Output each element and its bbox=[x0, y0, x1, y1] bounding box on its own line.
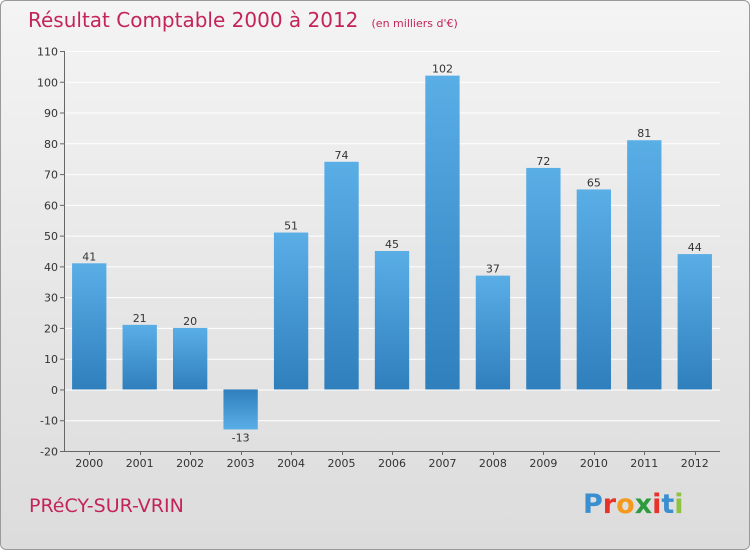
bar-2004[interactable] bbox=[273, 232, 309, 390]
x-tick-label-2010: 2010 bbox=[580, 457, 608, 470]
bar-2000[interactable] bbox=[72, 263, 107, 390]
bar-2003[interactable] bbox=[223, 389, 258, 430]
value-label-2007: 102 bbox=[432, 63, 453, 76]
value-label-2006: 45 bbox=[385, 238, 399, 251]
value-label-2000: 41 bbox=[82, 250, 96, 263]
value-label-2002: 20 bbox=[183, 315, 197, 328]
x-tick-label-2012: 2012 bbox=[681, 457, 709, 470]
y-tick-label: 40 bbox=[44, 261, 58, 274]
x-tick-label-2000: 2000 bbox=[75, 457, 103, 470]
bar-2006[interactable] bbox=[374, 251, 410, 390]
x-tick-label-2005: 2005 bbox=[328, 457, 356, 470]
commune-name: PRéCY-SUR-VRIN bbox=[29, 495, 184, 517]
bar-2005[interactable] bbox=[324, 161, 359, 390]
y-tick-label: 70 bbox=[44, 169, 58, 182]
value-label-2003: -13 bbox=[232, 431, 250, 444]
y-tick-label: 10 bbox=[44, 353, 58, 366]
x-tick-label-2007: 2007 bbox=[428, 457, 456, 470]
value-label-2009: 72 bbox=[536, 155, 550, 168]
y-tick-label: 30 bbox=[44, 292, 58, 305]
bar-2002[interactable] bbox=[172, 327, 208, 390]
bar-2007[interactable] bbox=[425, 75, 460, 390]
proxiti-logo[interactable]: Proxiti bbox=[583, 489, 684, 520]
y-tick-label: -20 bbox=[40, 446, 58, 459]
x-tick-label-2003: 2003 bbox=[227, 457, 255, 470]
bar-2001[interactable] bbox=[122, 324, 157, 390]
bar-2008[interactable] bbox=[475, 275, 511, 390]
title-unit: (en milliers d'€) bbox=[371, 17, 458, 30]
y-tick-label: 0 bbox=[51, 384, 58, 397]
y-tick-label: 50 bbox=[44, 230, 58, 243]
logo-letter: o bbox=[616, 489, 635, 520]
value-label-2010: 65 bbox=[587, 176, 601, 189]
logo-letter: x bbox=[634, 489, 653, 520]
logo-letter: i bbox=[652, 489, 662, 520]
logo-letter: P bbox=[583, 489, 603, 520]
x-tick-label-2009: 2009 bbox=[529, 457, 557, 470]
bar-2010[interactable] bbox=[576, 189, 612, 390]
value-label-2008: 37 bbox=[486, 263, 500, 276]
bar-2012[interactable] bbox=[677, 254, 712, 390]
bar-2011[interactable] bbox=[627, 140, 662, 390]
value-label-2005: 74 bbox=[335, 149, 349, 162]
value-label-2012: 44 bbox=[688, 241, 702, 254]
logo-letter: r bbox=[602, 489, 617, 520]
y-tick-label: 100 bbox=[37, 76, 58, 89]
value-label-2001: 21 bbox=[133, 312, 147, 325]
chart-title: Résultat Comptable 2000 à 2012 (en milli… bbox=[28, 8, 458, 32]
x-tick-label-2011: 2011 bbox=[630, 457, 658, 470]
x-tick-label-2008: 2008 bbox=[479, 457, 507, 470]
x-tick-label-2002: 2002 bbox=[176, 457, 204, 470]
y-tick-label: 20 bbox=[44, 322, 58, 335]
y-tick-label: -10 bbox=[40, 415, 58, 428]
title-text: Résultat Comptable 2000 à 2012 bbox=[28, 8, 359, 32]
value-label-2011: 81 bbox=[637, 127, 651, 140]
value-label-2004: 51 bbox=[284, 220, 298, 233]
logo-letter: i bbox=[674, 489, 684, 520]
y-tick-label: 90 bbox=[44, 107, 58, 120]
y-tick-label: 110 bbox=[37, 46, 58, 59]
x-tick-label-2006: 2006 bbox=[378, 457, 406, 470]
x-tick-label-2004: 2004 bbox=[277, 457, 305, 470]
y-tick-label: 60 bbox=[44, 199, 58, 212]
bar-2009[interactable] bbox=[526, 167, 561, 390]
logo-letter: t bbox=[661, 489, 675, 520]
y-tick-label: 80 bbox=[44, 138, 58, 151]
x-tick-label-2001: 2001 bbox=[126, 457, 154, 470]
